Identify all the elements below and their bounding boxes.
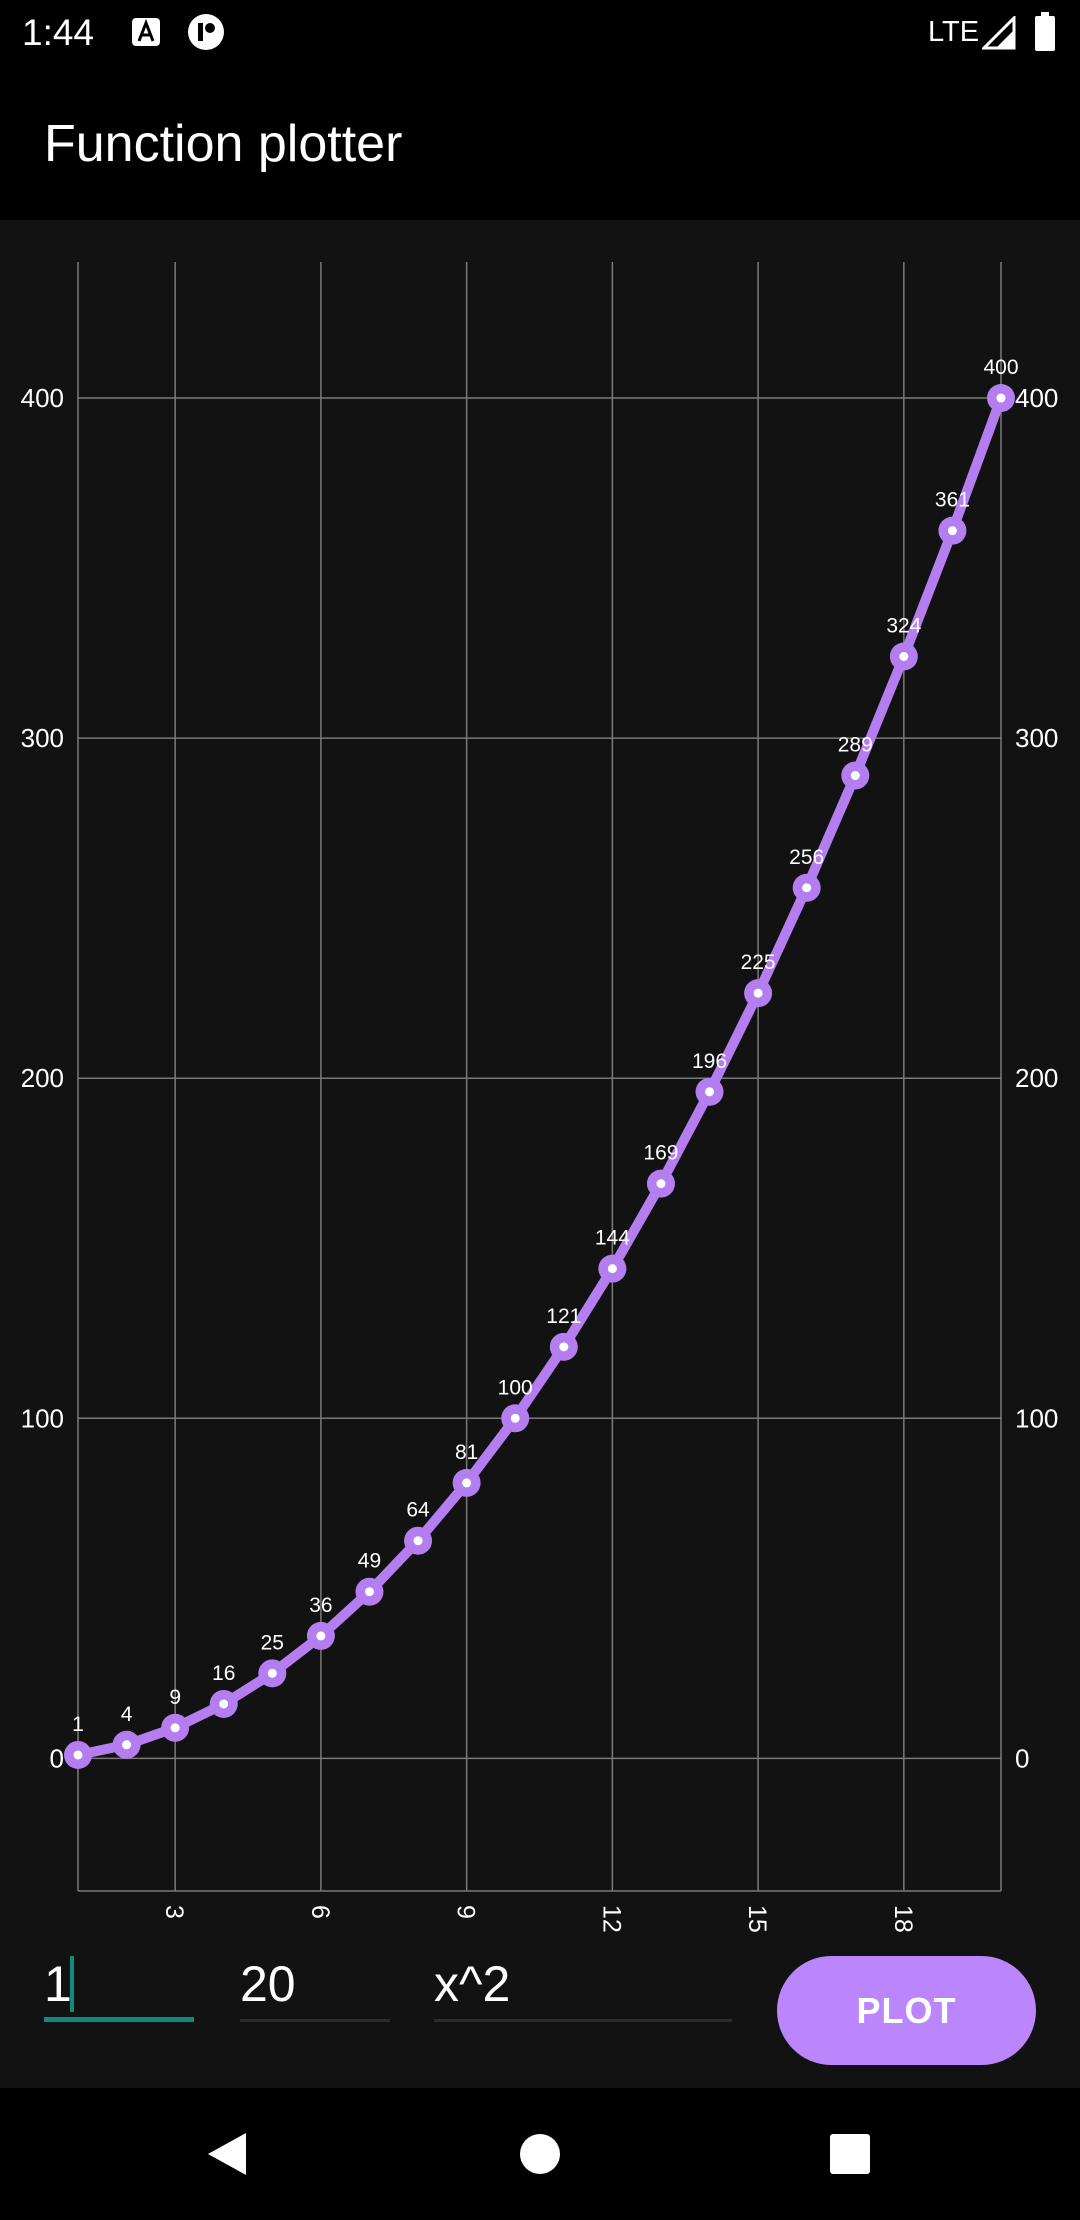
from-input[interactable]: 1 (44, 1950, 194, 2022)
expression-input-value: x^2 (434, 1956, 511, 2012)
x-tick-label: 15 (743, 1905, 771, 1933)
app-notification-icon (188, 14, 224, 50)
data-point-center (170, 1723, 180, 1733)
expression-input[interactable]: x^2 (434, 1950, 732, 2022)
data-label: 225 (741, 951, 776, 974)
data-point-center (364, 1587, 374, 1597)
text-cursor (70, 1956, 74, 2012)
data-point-center (947, 526, 957, 536)
y-tick-label-left: 200 (21, 1063, 64, 1093)
data-label: 324 (886, 614, 921, 637)
signal-icon (982, 16, 1016, 50)
data-label: 196 (692, 1050, 727, 1073)
data-point-center (219, 1699, 229, 1709)
data-point-center (267, 1668, 277, 1678)
x-tick-label: 6 (306, 1905, 334, 1919)
home-icon[interactable] (474, 2088, 606, 2220)
data-label: 1 (72, 1713, 84, 1736)
y-tick-label-left: 100 (21, 1403, 64, 1433)
data-label: 400 (983, 356, 1018, 379)
from-input-underline (44, 2017, 194, 2022)
data-label: 81 (455, 1441, 478, 1464)
data-point-center (510, 1413, 520, 1423)
data-point-center (122, 1740, 132, 1750)
data-point-center (316, 1631, 326, 1641)
x-tick-label: 12 (597, 1905, 625, 1933)
data-label: 64 (406, 1499, 430, 1522)
navigation-bar (0, 2088, 1080, 2220)
back-icon[interactable] (160, 2088, 292, 2220)
keyboard-notification-icon (132, 18, 160, 46)
battery-icon (1035, 12, 1055, 51)
data-label: 36 (309, 1594, 332, 1617)
to-input[interactable]: 20 (240, 1950, 390, 2022)
data-point-center (705, 1087, 715, 1097)
data-label: 9 (169, 1686, 181, 1709)
data-point-center (462, 1478, 472, 1488)
data-point-center (850, 771, 860, 781)
data-point-center (802, 883, 812, 893)
data-point-center (73, 1750, 83, 1760)
y-tick-label-right: 100 (1015, 1403, 1058, 1433)
x-tick-label: 18 (889, 1905, 917, 1933)
y-tick-label-left: 300 (21, 723, 64, 753)
x-tick-label: 9 (452, 1905, 480, 1919)
data-label: 169 (643, 1142, 678, 1165)
data-label: 144 (595, 1227, 630, 1250)
data-label: 25 (261, 1631, 284, 1654)
app-bar: Function plotter (0, 66, 1080, 220)
y-tick-label-right: 0 (1015, 1743, 1029, 1773)
from-input-value: 1 (44, 1956, 72, 2012)
y-tick-label-right: 300 (1015, 723, 1058, 753)
status-time: 1:44 (22, 12, 95, 53)
to-input-underline (240, 2019, 390, 2022)
to-input-value: 20 (240, 1956, 296, 2012)
data-label: 100 (498, 1376, 533, 1399)
y-tick-label-left: 0 (50, 1743, 64, 1773)
data-label: 361 (935, 489, 970, 512)
plot-button[interactable]: PLOT (777, 1956, 1036, 2065)
data-point-center (753, 988, 763, 998)
data-point-center (559, 1342, 569, 1352)
data-point-center (607, 1264, 617, 1274)
plot-area: 3 6 9 12 15 18 0 0 100 100 200 200 300 300 400 400 1 4 9 16… (0, 220, 1080, 2088)
data-point-center (899, 651, 909, 661)
data-label: 16 (212, 1662, 235, 1685)
data-label: 256 (789, 846, 824, 869)
y-tick-label-left: 400 (21, 383, 64, 413)
recents-icon[interactable] (784, 2088, 916, 2220)
network-type: LTE (928, 16, 980, 48)
x-tick-label: 3 (160, 1905, 188, 1919)
data-point-center (656, 1179, 666, 1189)
data-label: 121 (546, 1305, 581, 1328)
expression-input-underline (434, 2019, 732, 2022)
app-title: Function plotter (44, 115, 403, 173)
y-tick-label-right: 400 (1015, 383, 1058, 413)
series-line (73, 393, 1006, 1760)
data-label: 4 (121, 1703, 133, 1726)
data-point-center (996, 393, 1006, 403)
status-bar: 1:44 LTE (0, 0, 1080, 66)
data-label: 289 (838, 734, 873, 757)
data-label: 49 (358, 1550, 381, 1573)
data-point-center (413, 1536, 423, 1546)
y-tick-label-right: 200 (1015, 1063, 1058, 1093)
